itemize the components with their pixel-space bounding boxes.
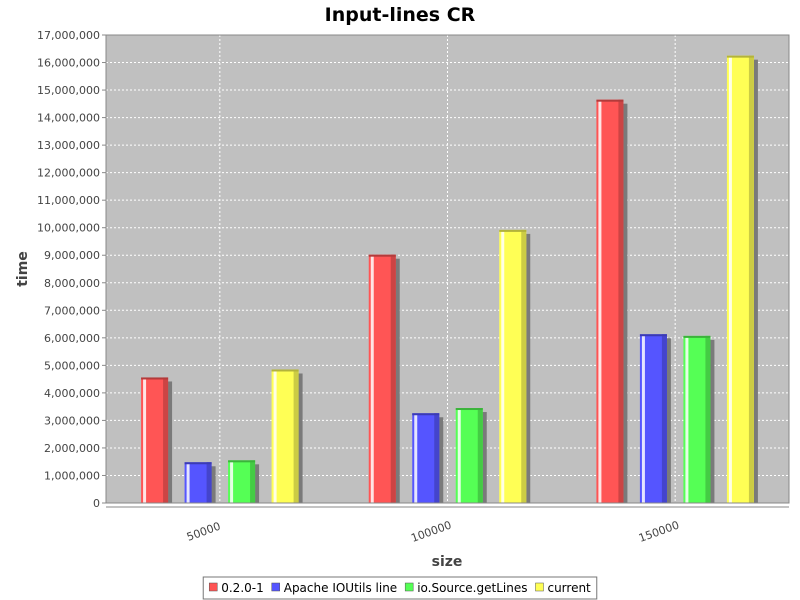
bar-cap [726,55,754,58]
bar-highlight [143,378,147,503]
bars [105,34,790,504]
bar-edge [618,99,624,503]
y-tick-label: 14,000,000 [37,112,100,125]
bar-edge [661,334,667,503]
legend-label: current [547,581,591,595]
bar-io-source-getlines-50000 [228,460,260,503]
y-tick-label: 10,000,000 [37,222,100,235]
bar-apache-ioutils-line-100000 [412,413,444,503]
bar-current-100000 [499,229,531,503]
bar-apache-ioutils-line-50000 [184,462,216,503]
y-tick-label: 17,000,000 [37,29,100,42]
y-tick-label: 9,000,000 [44,249,100,262]
legend-item: io.Source.getLines [404,581,527,595]
x-tick-label: 100000 [409,518,453,545]
legend-swatch [535,582,544,592]
x-tick-label: 150000 [637,518,681,545]
y-tick-label: 12,000,000 [37,167,100,180]
bar-cap [141,377,169,380]
bar-edge [434,413,440,503]
y-axis-title: time [15,251,31,287]
bar-edge [705,335,711,503]
bar-edge [477,408,483,503]
plot-border [105,34,790,504]
bar-highlight [685,336,689,503]
legend-item: 0.2.0-1 [208,581,264,595]
y-tick-label: 8,000,000 [44,277,100,290]
bar-0-2-0-1-50000 [141,377,173,503]
legend-item: current [535,581,591,595]
legend-label: io.Source.getLines [417,581,527,595]
bar-edge [163,377,169,503]
x-axis: 50000 100000 150000 [106,506,789,545]
bar-cap [499,229,527,232]
bar-edge [748,55,754,503]
bar-edge [293,369,299,503]
bar-highlight [641,335,645,503]
bar-io-source-getlines-100000 [455,408,487,503]
legend-swatch [208,582,218,592]
bar-0-2-0-1-150000 [596,99,628,503]
bar-cap [184,462,212,465]
bar-cap [596,99,624,102]
bar-highlight [501,230,505,503]
bar-highlight [414,414,418,503]
y-axis: 0 1,000,000 2,000,000 3,000,000 4,000,000 5,0… [37,29,106,510]
bar-highlight [273,370,277,503]
bar-cap [228,460,256,463]
y-tick-label: 13,000,000 [37,139,100,152]
y-tick-label: 1,000,000 [44,469,100,482]
bar-0-2-0-1-100000 [368,254,400,503]
y-tick-label: 6,000,000 [44,332,100,345]
bar-highlight [457,409,461,503]
chart-title: Input-lines CR [325,4,476,26]
x-tick-label: 50000 [185,520,222,544]
y-tick-label: 15,000,000 [37,84,100,97]
bar-cap [683,335,711,338]
legend-label: Apache IOUtils line [284,581,397,595]
legend-box [202,576,598,600]
bar-edge [206,462,212,503]
bar-highlight [598,100,602,503]
bar-edge [521,229,527,503]
legend-swatch [404,582,414,592]
y-tick-label: 2,000,000 [44,442,100,455]
legend-item: Apache IOUtils line [271,581,397,595]
y-tick-label: 4,000,000 [44,387,100,400]
bar-highlight [728,56,732,503]
legend-swatch [271,582,280,592]
y-tick-label: 5,000,000 [44,359,100,372]
bar-io-source-getlines-150000 [683,335,715,503]
bar-cap [639,334,667,337]
bar-current-150000 [726,55,758,503]
legend: 0.2.0-1 Apache IOUtils line io.Source.getL… [202,576,598,600]
bar-highlight [186,463,190,503]
grid-lines [106,34,789,504]
legend-label: 0.2.0-1 [221,581,264,595]
y-tick-label: 7,000,000 [44,304,100,317]
y-tick-label: 0 [93,497,100,510]
bar-edge [250,460,256,503]
bar-cap [271,369,299,372]
y-tick-label: 16,000,000 [37,57,100,70]
bar-highlight [370,255,374,503]
bar-cap [412,413,440,416]
bar-cap [455,408,483,411]
bar-apache-ioutils-line-150000 [639,334,671,503]
bar-highlight [230,461,234,503]
x-axis-title: size [432,554,463,570]
bar-edge [390,254,396,503]
bar-current-50000 [271,369,303,503]
y-tick-label: 3,000,000 [44,414,100,427]
y-tick-label: 11,000,000 [37,194,100,207]
bar-cap [368,254,396,257]
